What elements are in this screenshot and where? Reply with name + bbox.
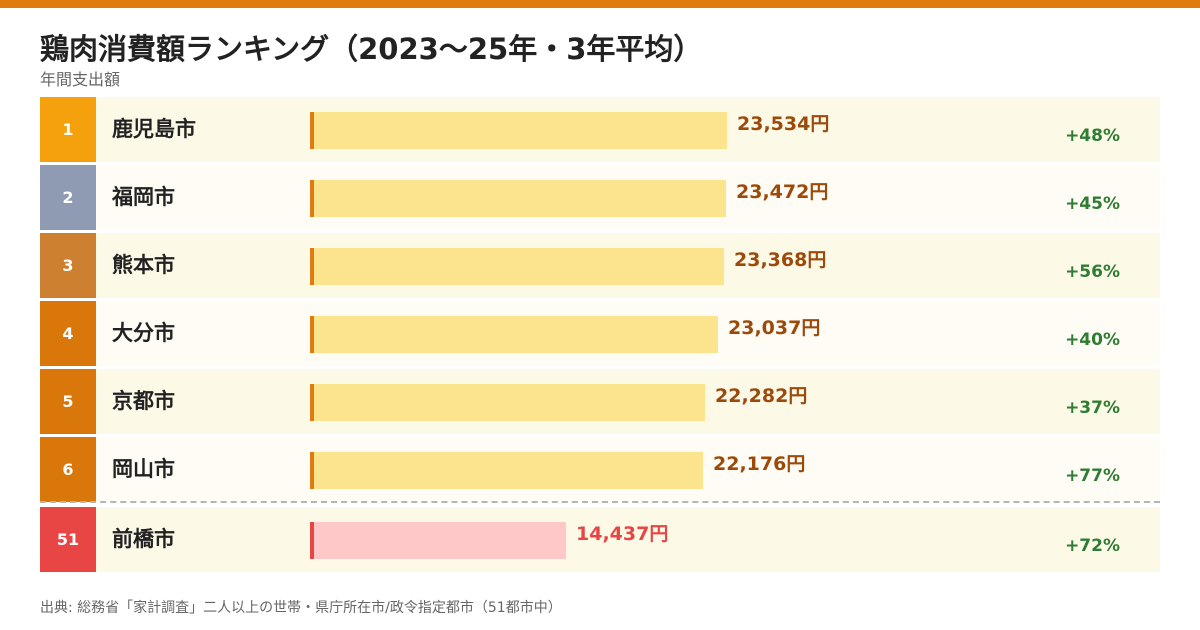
city-label: 岡山市: [112, 457, 175, 481]
value-label: 23,037円: [728, 317, 821, 339]
change-label: +37%: [1065, 398, 1120, 418]
ranking-row: 1 鹿児島市 23,534円 +48%: [40, 97, 1160, 162]
ranking-row: 3 熊本市 23,368円 +56%: [40, 233, 1160, 298]
city-label: 福岡市: [112, 185, 175, 209]
city-label: 京都市: [112, 389, 175, 413]
ranking-row: 2 福岡市 23,472円 +45%: [40, 165, 1160, 230]
bar-accent: [310, 452, 314, 489]
bar-accent: [310, 180, 314, 217]
row-background: [96, 507, 1160, 572]
ranking-row: 5 京都市 22,282円 +37%: [40, 369, 1160, 434]
rank-badge: 5: [40, 369, 96, 434]
bar: [310, 112, 727, 149]
bar-accent: [310, 316, 314, 353]
ranking-chart: 1 鹿児島市 23,534円 +48% 2 福岡市 23,472円 +45% 3 熊本市 23,36…: [40, 97, 1160, 573]
value-label: 23,472円: [736, 181, 829, 203]
bar-accent: [310, 112, 314, 149]
rank-badge: 2: [40, 165, 96, 230]
rank-badge: 51: [40, 507, 96, 572]
value-label: 23,368円: [734, 249, 827, 271]
source-note: 出典: 総務省「家計調査」二人以上の世帯・県庁所在市/政令指定都市（51都市中）: [40, 600, 562, 616]
bar-accent: [310, 522, 314, 559]
bar: [310, 316, 718, 353]
change-label: +56%: [1065, 262, 1120, 282]
bar-accent: [310, 248, 314, 285]
change-label: +45%: [1065, 194, 1120, 214]
bar: [310, 384, 705, 421]
change-label: +40%: [1065, 330, 1120, 350]
city-label: 大分市: [112, 321, 175, 345]
city-label: 熊本市: [112, 253, 175, 277]
change-label: +77%: [1065, 466, 1120, 486]
ranking-row: 6 岡山市 22,176円 +77%: [40, 437, 1160, 502]
rank-badge: 6: [40, 437, 96, 502]
value-label: 22,282円: [715, 385, 808, 407]
bar: [310, 180, 726, 217]
rank-badge: 1: [40, 97, 96, 162]
city-label: 前橋市: [112, 527, 175, 551]
value-label: 14,437円: [576, 523, 669, 545]
city-label: 鹿児島市: [112, 117, 196, 141]
ranking-row: 4 大分市 23,037円 +40%: [40, 301, 1160, 366]
chart-subtitle: 年間支出額: [40, 70, 121, 89]
value-label: 23,534円: [737, 113, 830, 135]
value-label: 22,176円: [713, 453, 806, 475]
bar: [310, 248, 724, 285]
rank-badge: 3: [40, 233, 96, 298]
change-label: +48%: [1065, 126, 1120, 146]
change-label: +72%: [1065, 536, 1120, 556]
bar-accent: [310, 384, 314, 421]
bar: [310, 522, 566, 559]
rank-badge: 4: [40, 301, 96, 366]
chart-title: 鶏肉消費額ランキング（2023〜25年・3年平均）: [40, 32, 703, 66]
accent-top-bar: [0, 0, 1200, 8]
bar: [310, 452, 703, 489]
rank-gap-divider: [40, 501, 1160, 503]
highlight-row: 51 前橋市 14,437円 +72%: [40, 507, 1160, 572]
